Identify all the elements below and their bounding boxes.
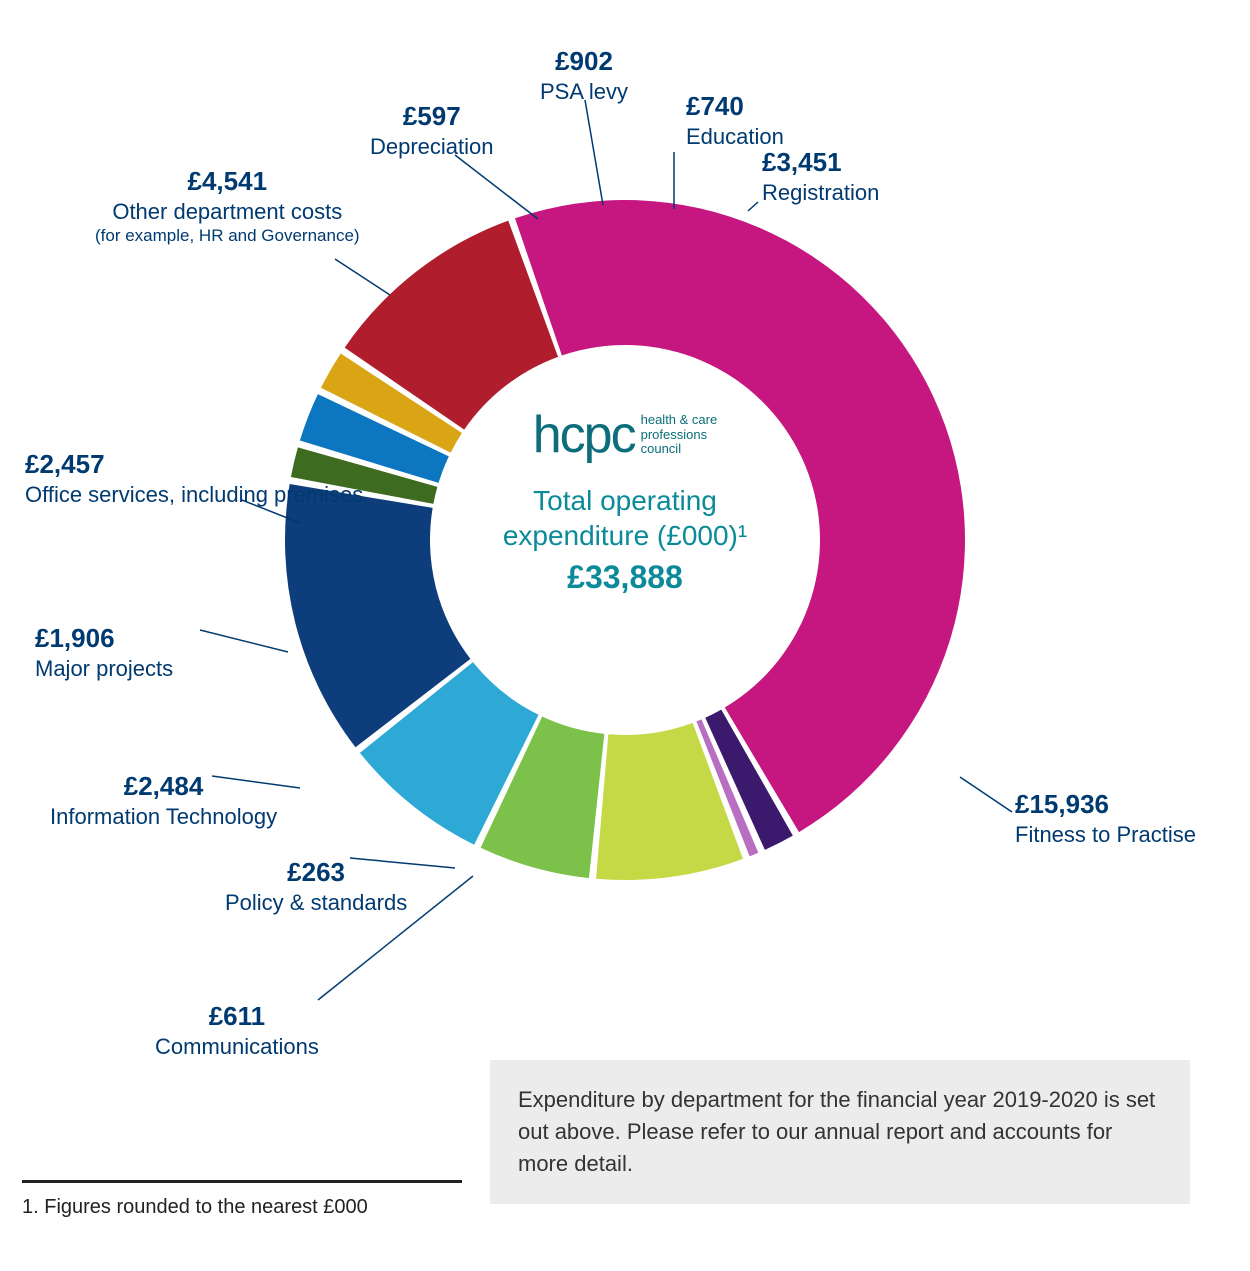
leader-line [585, 100, 603, 205]
slice-amount: £2,484 [50, 770, 277, 803]
slice-label: £597Depreciation [370, 100, 494, 160]
leader-line [335, 259, 390, 295]
slice-sublabel: (for example, HR and Governance) [95, 225, 360, 246]
slice-amount: £2,457 [25, 448, 363, 481]
slice-amount: £263 [225, 856, 407, 889]
center-title: Total operating expenditure (£000)¹ [445, 483, 805, 553]
logo-main: hcpc [533, 405, 635, 465]
footnote-text: 1. Figures rounded to the nearest £000 [22, 1196, 368, 1219]
slice-label: £263Policy & standards [225, 856, 407, 916]
slice-amount: £3,451 [762, 146, 879, 179]
slice-name: Fitness to Practise [1015, 821, 1196, 849]
slice-name: Office services, including premises [25, 481, 363, 509]
slice-label: £611Communications [155, 1000, 319, 1060]
slice-label: £902PSA levy [540, 45, 628, 105]
slice-amount: £740 [686, 90, 784, 123]
leader-line [748, 202, 758, 211]
slice-label: £2,457Office services, including premise… [25, 448, 363, 508]
slice-label: £2,484Information Technology [50, 770, 277, 830]
caption-box: Expenditure by department for the financ… [490, 1060, 1190, 1204]
slice-amount: £15,936 [1015, 788, 1196, 821]
slice-label: £15,936Fitness to Practise [1015, 788, 1196, 848]
slice-label: £740Education [686, 90, 784, 150]
hcpc-logo: hcpc health & care professions council [445, 405, 805, 465]
logo-sub: health & care professions council [641, 413, 718, 458]
donut-chart: hcpc health & care professions council T… [0, 0, 1250, 1266]
slice-name: Information Technology [50, 803, 277, 831]
slice-name: Major projects [35, 655, 173, 683]
slice-name: Registration [762, 179, 879, 207]
slice-amount: £597 [370, 100, 494, 133]
chart-center: hcpc health & care professions council T… [445, 405, 805, 596]
leader-line [455, 155, 538, 219]
slice-amount: £1,906 [35, 622, 173, 655]
slice-name: Depreciation [370, 133, 494, 161]
center-total: £33,888 [445, 559, 805, 596]
slice-name: Policy & standards [225, 889, 407, 917]
slice-label: £4,541Other department costs(for example… [95, 165, 360, 246]
slice-label: £3,451Registration [762, 146, 879, 206]
slice-amount: £902 [540, 45, 628, 78]
slice-amount: £611 [155, 1000, 319, 1033]
slice-name: Communications [155, 1033, 319, 1061]
slice-name: Other department costs [95, 198, 360, 226]
leader-line [200, 630, 288, 652]
slice-amount: £4,541 [95, 165, 360, 198]
leader-line [960, 777, 1012, 812]
footnote-divider [22, 1180, 462, 1183]
slice-name: PSA levy [540, 78, 628, 106]
slice-label: £1,906Major projects [35, 622, 173, 682]
